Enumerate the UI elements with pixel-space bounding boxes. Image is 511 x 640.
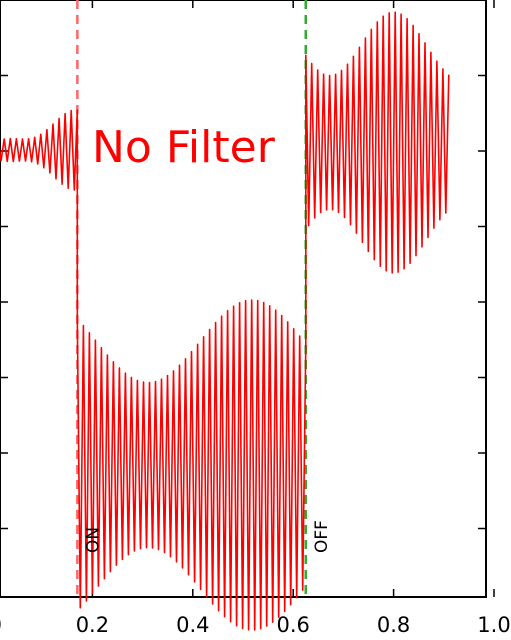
no-filter-annotation: No Filter [92,122,276,173]
series-line [0,11,450,631]
y-ticks-right [478,74,486,530]
x-tick-label: 0.6 [276,613,309,637]
x-tick-label: 1.0 [477,613,510,637]
x-tick-labels: .0 0.2 0.4 0.6 0.8 1.0 [0,613,511,637]
marker-label-off: OFF [312,520,332,553]
event-markers [76,0,307,597]
x-tick-label: 0.4 [176,613,209,637]
y-ticks-left [0,74,8,530]
x-ticks [91,0,495,597]
marker-label-on: ON [83,527,103,553]
x-tick-label: 0.8 [377,613,410,637]
marker-labels: ON OFF [83,520,331,553]
x-tick-label: 0.2 [76,613,109,637]
x-tick-label: .0 [0,613,2,637]
